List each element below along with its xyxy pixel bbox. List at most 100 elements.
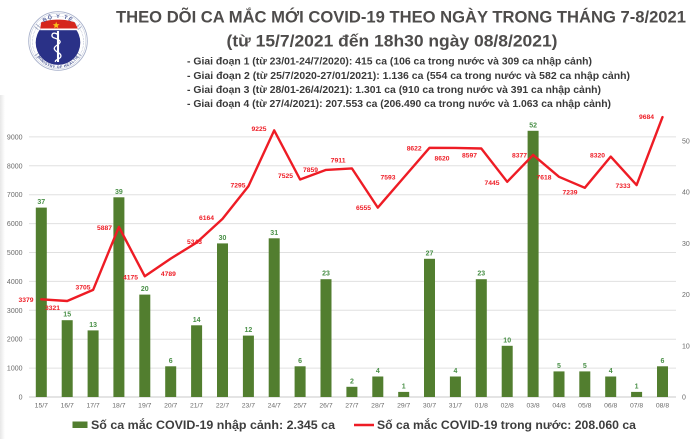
svg-text:16/7: 16/7 — [61, 403, 74, 410]
svg-text:31/7: 31/7 — [449, 403, 462, 410]
svg-text:4175: 4175 — [123, 274, 138, 281]
svg-text:5: 5 — [557, 363, 561, 370]
svg-text:4: 4 — [376, 368, 380, 375]
svg-text:15/7: 15/7 — [35, 403, 48, 410]
svg-text:8620: 8620 — [435, 156, 450, 163]
svg-text:3705: 3705 — [76, 284, 91, 291]
svg-text:7295: 7295 — [231, 182, 246, 189]
svg-text:23: 23 — [477, 271, 485, 278]
svg-text:7618: 7618 — [537, 175, 552, 182]
svg-text:- Giai đoạn 3 (từ 28/01-26/4/2: - Giai đoạn 3 (từ 28/01-26/4/2021): 1.30… — [187, 85, 601, 96]
svg-text:12: 12 — [245, 327, 253, 334]
svg-text:20: 20 — [682, 292, 690, 299]
svg-text:04/8: 04/8 — [552, 403, 565, 410]
svg-text:23/7: 23/7 — [242, 403, 255, 410]
svg-text:05/8: 05/8 — [578, 403, 591, 410]
svg-text:6: 6 — [169, 358, 173, 365]
svg-text:9684: 9684 — [639, 114, 654, 121]
svg-text:8622: 8622 — [407, 146, 422, 153]
svg-text:15: 15 — [63, 312, 71, 319]
svg-text:2000: 2000 — [7, 337, 23, 344]
svg-text:4000: 4000 — [7, 279, 23, 286]
svg-text:1: 1 — [402, 383, 406, 390]
svg-text:03/8: 03/8 — [526, 403, 539, 410]
svg-text:20/7: 20/7 — [164, 403, 177, 410]
svg-text:Số ca mắc COVID-19 trong nước:: Số ca mắc COVID-19 trong nước: 208.060 c… — [377, 417, 636, 432]
svg-text:3000: 3000 — [7, 308, 23, 315]
svg-text:40: 40 — [682, 190, 690, 197]
svg-text:7911: 7911 — [331, 157, 346, 164]
svg-text:4: 4 — [453, 368, 457, 375]
svg-text:5000: 5000 — [7, 250, 23, 257]
svg-text:23: 23 — [322, 271, 330, 278]
svg-text:10: 10 — [503, 337, 511, 344]
svg-text:31: 31 — [270, 230, 278, 237]
svg-text:7000: 7000 — [7, 192, 23, 199]
svg-text:BỘ Y TẾ: BỘ Y TẾ — [42, 13, 75, 25]
svg-text:8597: 8597 — [462, 153, 477, 160]
svg-text:4789: 4789 — [161, 271, 176, 278]
svg-text:THEO DÕI CA MẮC MỚI COVID-19 T: THEO DÕI CA MẮC MỚI COVID-19 THEO NGÀY T… — [116, 7, 686, 27]
svg-text:18/7: 18/7 — [112, 403, 125, 410]
svg-text:6: 6 — [661, 358, 665, 365]
svg-text:- Giai đoạn 1 (từ 23/01-24/7/2: - Giai đoạn 1 (từ 23/01-24/7/2020): 415 … — [187, 57, 592, 68]
svg-text:1000: 1000 — [7, 366, 23, 373]
svg-text:3379: 3379 — [19, 297, 34, 304]
svg-text:8000: 8000 — [7, 163, 23, 170]
svg-text:17/7: 17/7 — [86, 403, 99, 410]
svg-text:07/8: 07/8 — [630, 403, 643, 410]
svg-text:4: 4 — [609, 368, 613, 375]
svg-text:0: 0 — [19, 395, 23, 402]
svg-text:29/7: 29/7 — [397, 403, 410, 410]
svg-text:6: 6 — [298, 358, 302, 365]
svg-text:1: 1 — [635, 383, 639, 390]
svg-text:28/7: 28/7 — [371, 403, 384, 410]
svg-text:08/8: 08/8 — [656, 403, 669, 410]
svg-text:7593: 7593 — [381, 174, 396, 181]
svg-text:01/8: 01/8 — [475, 403, 488, 410]
svg-text:30: 30 — [219, 235, 227, 242]
svg-text:5343: 5343 — [187, 239, 202, 246]
svg-text:- Giai đoạn 2 (từ 25/7/2020-27: - Giai đoạn 2 (từ 25/7/2020-27/01/2021):… — [187, 71, 630, 82]
svg-text:9225: 9225 — [252, 126, 267, 133]
svg-text:27: 27 — [426, 250, 434, 257]
svg-text:22/7: 22/7 — [216, 403, 229, 410]
svg-text:7859: 7859 — [303, 167, 318, 174]
svg-text:9000: 9000 — [7, 134, 23, 141]
svg-text:6000: 6000 — [7, 221, 23, 228]
svg-text:37: 37 — [37, 199, 45, 206]
svg-text:- Giai đoạn 4 (từ 27/4/2021):: - Giai đoạn 4 (từ 27/4/2021): 207.553 ca… — [187, 99, 611, 110]
svg-text:7445: 7445 — [485, 180, 500, 187]
svg-text:10: 10 — [682, 343, 690, 350]
svg-text:2: 2 — [350, 378, 354, 385]
svg-text:20: 20 — [141, 286, 149, 293]
svg-text:21/7: 21/7 — [190, 403, 203, 410]
svg-text:5: 5 — [583, 363, 587, 370]
svg-text:39: 39 — [115, 189, 123, 196]
svg-text:14: 14 — [193, 317, 201, 324]
svg-text:7525: 7525 — [278, 173, 293, 180]
svg-text:8320: 8320 — [590, 153, 605, 160]
svg-text:Số ca mắc COVID-19 nhập cảnh:: Số ca mắc COVID-19 nhập cảnh: 2.345 ca — [91, 417, 335, 432]
svg-text:0: 0 — [682, 395, 686, 402]
svg-text:8377: 8377 — [512, 153, 527, 160]
svg-text:50: 50 — [682, 139, 690, 146]
svg-text:25/7: 25/7 — [293, 403, 306, 410]
svg-text:06/8: 06/8 — [604, 403, 617, 410]
svg-text:7239: 7239 — [563, 189, 578, 196]
svg-text:26/7: 26/7 — [319, 403, 332, 410]
svg-text:6164: 6164 — [199, 215, 214, 222]
svg-text:30/7: 30/7 — [423, 403, 436, 410]
svg-text:27/7: 27/7 — [345, 403, 358, 410]
svg-text:52: 52 — [529, 122, 537, 129]
svg-text:13: 13 — [89, 322, 97, 329]
svg-text:7333: 7333 — [616, 183, 631, 190]
svg-text:02/8: 02/8 — [501, 403, 514, 410]
svg-text:30: 30 — [682, 241, 690, 248]
svg-text:24/7: 24/7 — [268, 403, 281, 410]
svg-text:3321: 3321 — [45, 305, 60, 312]
svg-text:5887: 5887 — [97, 225, 112, 232]
svg-text:6555: 6555 — [356, 205, 371, 212]
svg-text:(từ 15/7/2021 đến 18h30 ngày 0: (từ 15/7/2021 đến 18h30 ngày 08/8/2021) — [227, 32, 558, 51]
svg-text:19/7: 19/7 — [138, 403, 151, 410]
